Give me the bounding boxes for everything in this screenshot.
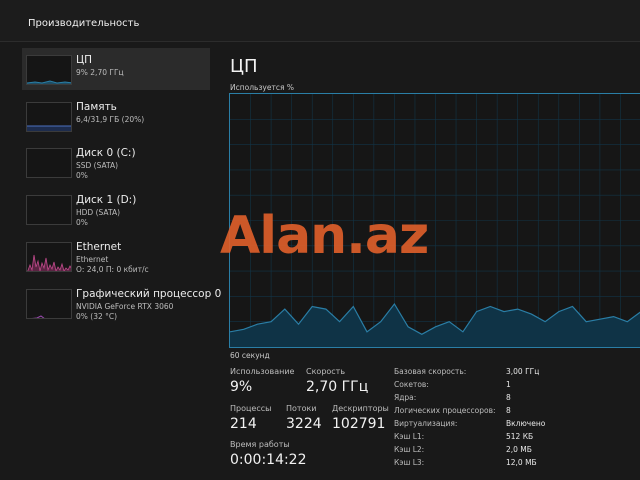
cpu-title: ЦП xyxy=(230,56,258,77)
spec-key: Логических процессоров: xyxy=(394,406,496,415)
speed-label: Скорость xyxy=(306,367,346,376)
cpu-thumbnail-svg xyxy=(27,80,71,84)
sidebar-item-label: ЦП xyxy=(76,54,93,66)
spec-key: Кэш L3: xyxy=(394,458,425,467)
sidebar-item-detail: 6,4/31,9 ГБ (20%) xyxy=(76,115,145,124)
sidebar-item-disk-0[interactable]: Диск 0 (C:) SSD (SATA) 0% xyxy=(22,141,210,183)
sidebar-item-detail: HDD (SATA) xyxy=(76,208,121,217)
sidebar-item-label: Графический процессор 0 xyxy=(76,288,222,300)
ethernet-thumbnail-line xyxy=(27,254,71,271)
gpu-thumbnail-svg xyxy=(31,315,45,318)
title-bar: Производительность xyxy=(0,0,640,42)
spec-key: Сокетов: xyxy=(394,380,429,389)
spec-value: 8 xyxy=(506,393,511,402)
sidebar-item-ethernet[interactable]: Ethernet Ethernet О: 24,0 П: 0 кбит/с xyxy=(22,235,210,277)
handles-label: Дескрипторы xyxy=(332,404,389,413)
sidebar-item-value: 0% xyxy=(76,218,88,227)
sidebar-item-disk-1[interactable]: Диск 1 (D:) HDD (SATA) 0% xyxy=(22,188,210,230)
ethernet-thumbnail-area xyxy=(27,255,71,271)
usage-value: 9% xyxy=(230,379,253,395)
spec-value: 512 КБ xyxy=(506,432,534,441)
spec-value: 3,00 ГГц xyxy=(506,367,540,376)
spec-key: Кэш L1: xyxy=(394,432,425,441)
processes-value: 214 xyxy=(230,416,257,432)
sidebar-item-label: Память xyxy=(76,101,117,113)
memory-thumbnail-area xyxy=(27,126,71,131)
usage-label: Использование xyxy=(230,367,295,376)
cpu-thumbnail-line xyxy=(27,80,71,84)
spec-key: Ядра: xyxy=(394,393,417,402)
ethernet-thumbnail-svg xyxy=(27,254,71,271)
usage-axis-label: Используется % xyxy=(230,83,294,92)
threads-label: Потоки xyxy=(286,404,317,413)
sidebar: ЦП 9% 2,70 ГГц Память 6,4/31,9 ГБ (20%) … xyxy=(18,48,221,480)
ethernet-thumbnail-graph xyxy=(26,242,72,272)
sidebar-item-detail: 9% 2,70 ГГц xyxy=(76,68,124,77)
sidebar-item-value: 0% xyxy=(76,171,88,180)
sidebar-item-label: Ethernet xyxy=(76,241,122,253)
gpu-thumbnail-line xyxy=(31,315,45,318)
memory-thumbnail-svg xyxy=(27,125,71,131)
cpu-thumbnail-area xyxy=(27,81,71,84)
spec-value: 12,0 МБ xyxy=(506,458,537,467)
cpu-usage-graph xyxy=(229,93,640,348)
speed-value: 2,70 ГГц xyxy=(306,379,369,395)
watermark-logo: Alan.az xyxy=(220,206,429,266)
uptime-value: 0:00:14:22 xyxy=(230,452,307,468)
spec-key: Виртуализация: xyxy=(394,419,458,428)
sidebar-item-label: Диск 1 (D:) xyxy=(76,194,137,206)
cpu-usage-area xyxy=(230,304,640,347)
time-axis-label: 60 секунд xyxy=(230,351,270,360)
gpu-thumbnail-graph xyxy=(26,289,72,319)
spec-value: 2,0 МБ xyxy=(506,445,532,454)
spec-value: Включено xyxy=(506,419,546,428)
sidebar-item-value: 0% (32 °C) xyxy=(76,312,118,321)
cpu-thumbnail-graph xyxy=(26,55,72,85)
threads-value: 3224 xyxy=(286,416,322,432)
disk-0-thumbnail-graph xyxy=(26,148,72,178)
sidebar-item-value: О: 24,0 П: 0 кбит/с xyxy=(76,265,149,274)
memory-thumbnail-graph xyxy=(26,102,72,132)
sidebar-item-detail: NVIDIA GeForce RTX 3060 xyxy=(76,302,174,311)
processes-label: Процессы xyxy=(230,404,272,413)
disk-1-thumbnail-graph xyxy=(26,195,72,225)
uptime-label: Время работы xyxy=(230,440,290,449)
spec-value: 8 xyxy=(506,406,511,415)
page-title: Производительность xyxy=(28,18,140,29)
sidebar-item-label: Диск 0 (C:) xyxy=(76,147,136,159)
sidebar-item-detail: Ethernet xyxy=(76,255,109,264)
cpu-usage-line xyxy=(229,302,640,335)
spec-value: 1 xyxy=(506,380,511,389)
sidebar-item-gpu[interactable]: Графический процессор 0 NVIDIA GeForce R… xyxy=(22,282,221,324)
spec-key: Кэш L2: xyxy=(394,445,425,454)
sidebar-item-detail: SSD (SATA) xyxy=(76,161,119,170)
sidebar-item-memory[interactable]: Память 6,4/31,9 ГБ (20%) xyxy=(22,95,210,137)
sidebar-item-cpu[interactable]: ЦП 9% 2,70 ГГц xyxy=(22,48,210,90)
spec-key: Базовая скорость: xyxy=(394,367,467,376)
handles-value: 102791 xyxy=(332,416,386,432)
cpu-usage-svg xyxy=(229,94,640,347)
